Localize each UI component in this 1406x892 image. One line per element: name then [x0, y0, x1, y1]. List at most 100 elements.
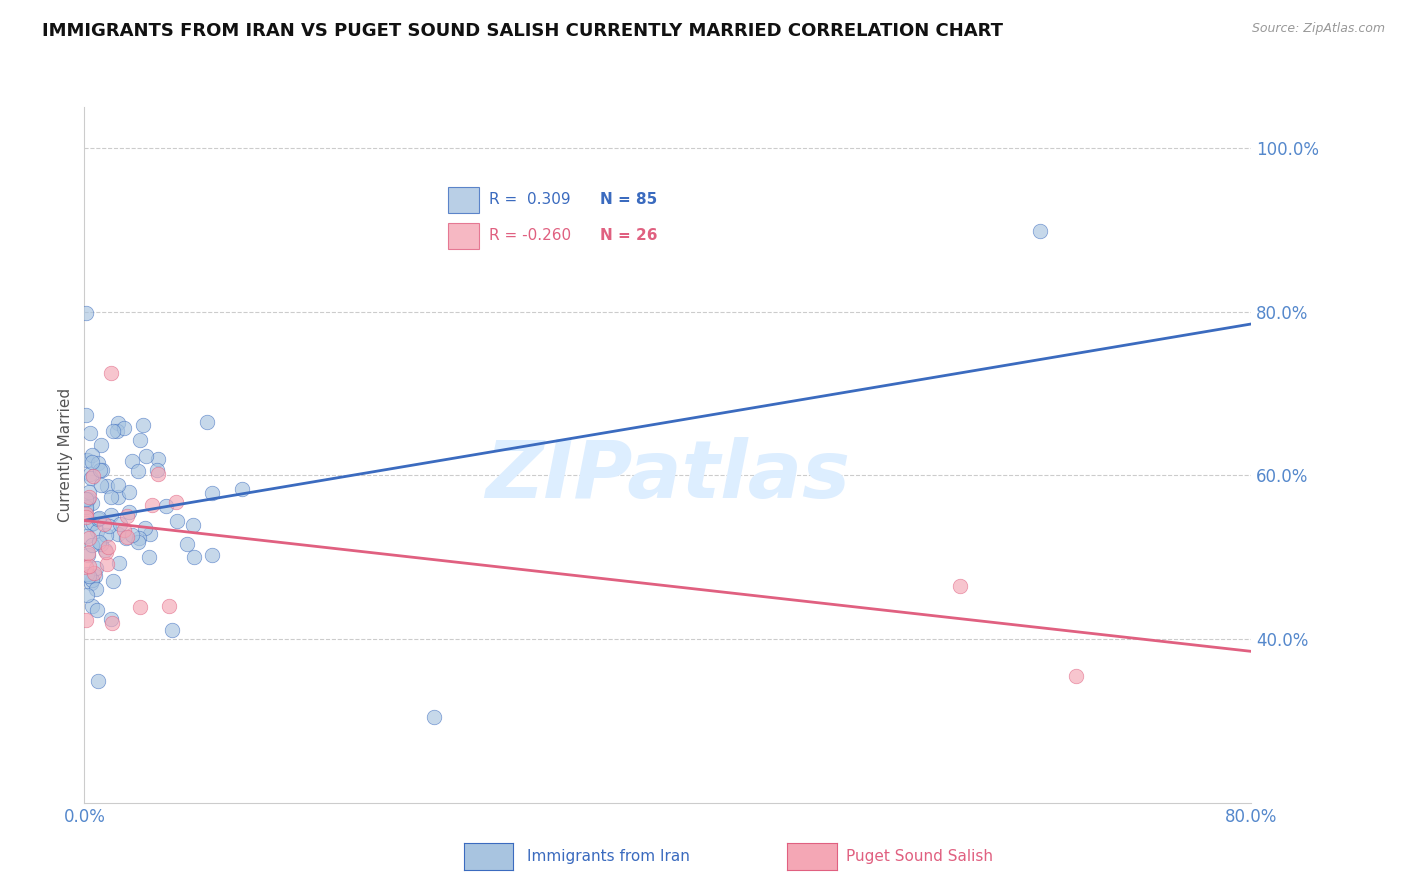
Point	[84, 569, 107, 583]
Point	[91, 463, 114, 477]
Point	[118, 485, 141, 500]
Point	[1029, 224, 1052, 238]
Point	[76, 548, 98, 562]
Point	[76, 566, 98, 581]
Point	[1066, 669, 1088, 683]
Point	[107, 478, 129, 492]
Point	[157, 599, 180, 613]
Point	[146, 452, 169, 467]
Point	[423, 710, 446, 724]
Point	[100, 508, 122, 522]
Point	[231, 482, 253, 496]
Point	[96, 479, 118, 493]
Point	[80, 448, 103, 462]
Point	[86, 524, 108, 539]
Point	[100, 616, 122, 631]
Y-axis label: Currently Married: Currently Married	[58, 388, 73, 522]
Point	[195, 415, 218, 429]
Point	[84, 582, 107, 596]
Point	[75, 510, 97, 524]
Point	[79, 426, 101, 441]
Point	[83, 566, 105, 581]
Text: Source: ZipAtlas.com: Source: ZipAtlas.com	[1251, 22, 1385, 36]
Point	[141, 499, 163, 513]
Point	[90, 438, 112, 452]
Point	[97, 540, 120, 554]
Point	[90, 537, 112, 551]
Point	[138, 527, 160, 541]
Bar	[447, 223, 479, 249]
Point	[176, 536, 198, 550]
Point	[77, 490, 100, 504]
Point	[76, 588, 98, 602]
Point	[89, 463, 111, 477]
Point	[155, 500, 177, 514]
Point	[129, 433, 152, 447]
Point	[121, 454, 143, 468]
Point	[129, 600, 152, 615]
Point	[75, 306, 97, 320]
Point	[100, 490, 122, 504]
Point	[87, 512, 110, 526]
Point	[103, 574, 125, 589]
Point	[90, 477, 112, 491]
Point	[79, 467, 101, 481]
Point	[86, 674, 108, 689]
Point	[101, 424, 124, 438]
Point	[82, 516, 104, 530]
Point	[107, 416, 129, 430]
Point	[94, 545, 117, 559]
Point	[112, 524, 135, 538]
Point	[80, 573, 103, 587]
Point	[183, 550, 205, 565]
Point	[82, 496, 104, 510]
Text: N = 26: N = 26	[599, 228, 657, 244]
Point	[146, 467, 169, 482]
Point	[75, 492, 97, 507]
Point	[115, 508, 138, 523]
Point	[138, 550, 160, 565]
Point	[132, 417, 155, 432]
Point	[77, 569, 100, 583]
Point	[86, 456, 108, 470]
Point	[112, 420, 135, 434]
Point	[107, 526, 129, 541]
Text: N = 85: N = 85	[599, 193, 657, 207]
Point	[121, 528, 143, 542]
Point	[107, 490, 129, 504]
Point	[77, 491, 100, 506]
Point	[86, 560, 108, 574]
Point	[77, 484, 100, 499]
Point	[79, 516, 101, 531]
Point	[75, 508, 97, 522]
Point	[80, 599, 103, 614]
Point	[80, 471, 103, 485]
Point	[75, 502, 97, 516]
Text: Immigrants from Iran: Immigrants from Iran	[527, 849, 690, 863]
Point	[181, 517, 204, 532]
Point	[146, 463, 169, 477]
Point	[118, 505, 141, 519]
Point	[87, 534, 110, 549]
Text: ZIPatlas: ZIPatlas	[485, 437, 851, 515]
Point	[82, 455, 104, 469]
Text: R = -0.260: R = -0.260	[489, 228, 571, 244]
Text: Puget Sound Salish: Puget Sound Salish	[846, 849, 994, 863]
Point	[134, 521, 156, 535]
Point	[93, 517, 115, 532]
Point	[98, 519, 121, 533]
Point	[77, 546, 100, 560]
Point	[75, 409, 97, 423]
Point	[127, 534, 149, 549]
Point	[115, 531, 138, 545]
Point	[166, 514, 188, 528]
Point	[75, 560, 97, 574]
Point	[86, 603, 108, 617]
Point	[96, 557, 118, 571]
Point	[79, 531, 101, 545]
Point	[75, 614, 97, 628]
Point	[94, 527, 117, 541]
Point	[108, 517, 131, 532]
Point	[201, 549, 224, 563]
Point	[79, 576, 101, 591]
